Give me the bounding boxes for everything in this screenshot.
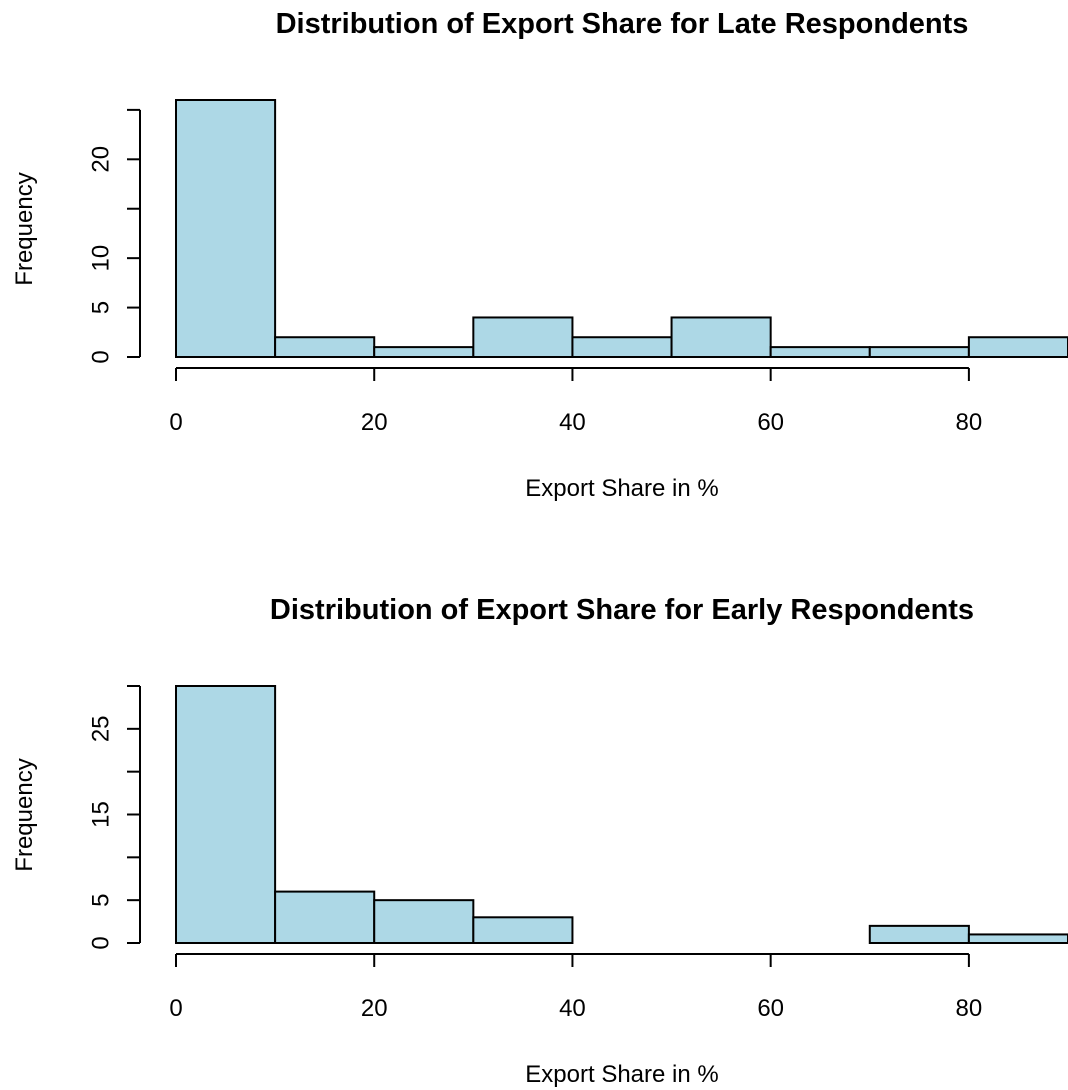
histogram-bar bbox=[769, 346, 871, 359]
y-tick-label: 10 bbox=[87, 245, 114, 272]
y-tick-label: 5 bbox=[87, 893, 114, 906]
y-tick-label: 20 bbox=[87, 146, 114, 173]
y-axis-label: Frequency bbox=[11, 172, 38, 285]
chart-title: Distribution of Export Share for Early R… bbox=[270, 594, 974, 626]
bars bbox=[175, 685, 1068, 945]
x-tick-label: 20 bbox=[361, 409, 388, 436]
histogram-bar bbox=[472, 316, 574, 359]
histogram-bar bbox=[571, 336, 673, 359]
y-tick-label: 25 bbox=[87, 715, 114, 742]
histogram-bar bbox=[670, 316, 772, 359]
histogram-bar bbox=[967, 933, 1068, 945]
x-tick-label: 40 bbox=[559, 409, 586, 436]
histogram-bar bbox=[274, 890, 376, 944]
chart-title: Distribution of Export Share for Late Re… bbox=[276, 8, 969, 40]
y-tick-label: 15 bbox=[87, 801, 114, 828]
x-axis: 0 20 40 60 80 bbox=[169, 953, 983, 1022]
x-tick-label: 80 bbox=[956, 409, 983, 436]
histogram-bar bbox=[373, 899, 475, 945]
x-tick-label: 80 bbox=[956, 995, 983, 1022]
histogram-bar bbox=[274, 336, 376, 359]
bars bbox=[175, 99, 1068, 359]
y-axis: 0 5 15 25 bbox=[87, 685, 141, 950]
x-axis-label: Export Share in % bbox=[525, 475, 718, 502]
x-tick-label: 0 bbox=[169, 409, 182, 436]
x-axis: 0 20 40 60 80 bbox=[169, 367, 983, 436]
x-tick-label: 0 bbox=[169, 995, 182, 1022]
x-axis-label: Export Share in % bbox=[525, 1061, 718, 1088]
histogram-early-respondents: Distribution of Export Share for Early R… bbox=[11, 594, 1068, 1088]
x-tick-label: 20 bbox=[361, 995, 388, 1022]
histogram-late-respondents: Distribution of Export Share for Late Re… bbox=[11, 8, 1068, 502]
x-tick-label: 60 bbox=[757, 409, 784, 436]
y-tick-label: 5 bbox=[87, 301, 114, 314]
histogram-bar bbox=[373, 346, 475, 359]
histogram-bar bbox=[175, 99, 277, 358]
y-tick-label: 0 bbox=[87, 936, 114, 949]
y-tick-label: 0 bbox=[87, 350, 114, 363]
histogram-bar bbox=[967, 336, 1068, 359]
histogram-bar bbox=[175, 685, 277, 944]
y-axis: 0 5 10 20 bbox=[87, 108, 141, 364]
x-tick-label: 40 bbox=[559, 995, 586, 1022]
histogram-bar bbox=[472, 916, 574, 944]
x-tick-label: 60 bbox=[757, 995, 784, 1022]
histogram-bar bbox=[868, 346, 970, 359]
y-axis-label: Frequency bbox=[11, 758, 38, 871]
histogram-bar bbox=[868, 924, 970, 944]
